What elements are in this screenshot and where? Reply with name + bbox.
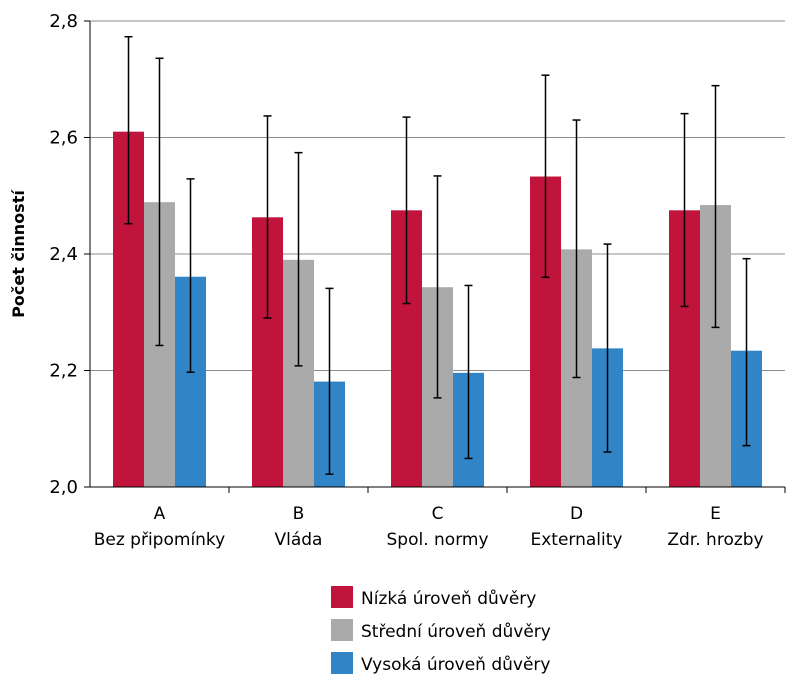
category-name: Externality bbox=[531, 530, 623, 550]
y-tick-label: 2,6 bbox=[49, 128, 78, 149]
category-name: Spol. normy bbox=[387, 530, 489, 550]
y-tick-label: 2,2 bbox=[49, 361, 78, 382]
category-name: Bez připomínky bbox=[94, 530, 226, 550]
legend-label: Střední úroveň důvěry bbox=[361, 622, 551, 642]
category-letter: D bbox=[570, 504, 583, 524]
axes bbox=[84, 20, 786, 493]
legend-swatch bbox=[331, 619, 353, 641]
category-name: Zdr. hrozby bbox=[667, 530, 763, 550]
category-letter: A bbox=[154, 504, 166, 524]
legend-label: Vysoká úroveň důvěry bbox=[361, 655, 550, 674]
legend-label: Nízká úroveň důvěry bbox=[361, 589, 536, 609]
error-bars bbox=[124, 35, 751, 475]
category-name: Vláda bbox=[275, 530, 323, 550]
legend-swatch bbox=[331, 652, 353, 674]
y-tick-label: 2,8 bbox=[49, 11, 78, 32]
x-category-labels: A Bez připomínky B Vláda C Spol. normy D Extern… bbox=[94, 504, 764, 550]
legend: Nízká úroveň důvěry Střední úroveň důvěry… bbox=[331, 586, 551, 674]
category-letter: E bbox=[710, 504, 721, 524]
y-tick-label: 2,4 bbox=[49, 244, 78, 265]
y-axis-title: Počet činností bbox=[9, 189, 28, 318]
y-tick-label: 2,0 bbox=[49, 477, 78, 498]
legend-swatch bbox=[331, 586, 353, 608]
y-tick-labels: 2,0 2,2 2,4 2,6 2,8 bbox=[49, 11, 78, 498]
category-letter: B bbox=[293, 504, 305, 524]
category-letter: C bbox=[432, 504, 444, 524]
